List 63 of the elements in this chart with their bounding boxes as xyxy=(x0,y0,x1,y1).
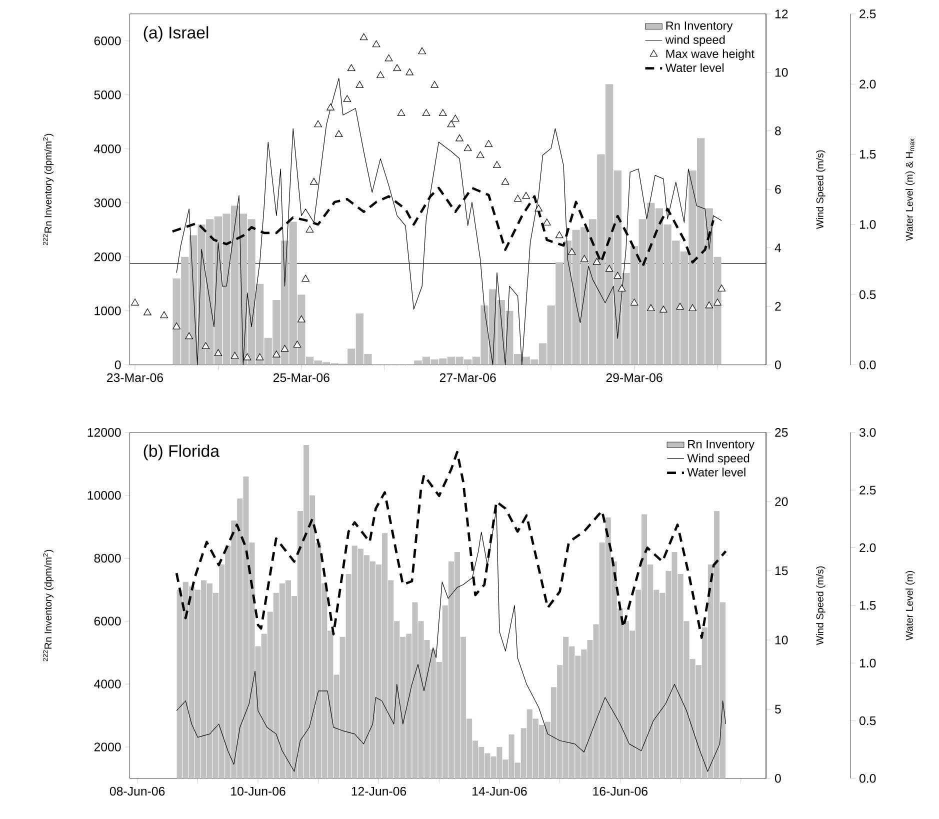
y-tick-label: 12000 xyxy=(88,428,121,437)
legend-label: Water level xyxy=(687,468,746,476)
y-tick-label: 0 xyxy=(114,360,121,370)
text: (b) Florida xyxy=(144,444,220,460)
y3-axis-title: Water Level (m) & H$_{max}$ xyxy=(906,138,915,241)
y2-axis-title: Wind Speed (m/s) xyxy=(816,150,826,229)
y-tick-label: 5000 xyxy=(94,90,121,100)
y-tick-label: 8000 xyxy=(94,554,121,563)
y3-tick-label: 1.0 xyxy=(860,220,876,229)
y3-tick-label: 2.5 xyxy=(860,486,876,494)
x-tick-label: 14-Jun-06 xyxy=(472,786,527,796)
y2-tick-label: 10 xyxy=(775,636,788,644)
y2-tick-label: 8 xyxy=(775,126,781,136)
legend-label: Wind speed xyxy=(687,454,750,465)
y2-tick-label: 4 xyxy=(774,244,782,252)
x-tick-label: 23-Mar-06 xyxy=(107,373,163,382)
y3-tick-label: 1.5 xyxy=(860,601,876,610)
y3-tick-label: 2.0 xyxy=(860,543,876,552)
y3-tick-label: 1.5 xyxy=(860,150,876,159)
x-tick-label: 10-Jun-06 xyxy=(231,786,286,796)
y2-axis-title: Wind Speed (m/s) xyxy=(816,566,826,645)
y2-tick-label: 0 xyxy=(774,360,781,370)
y-tick-label: 2000 xyxy=(94,742,121,752)
y3-tick-label: 0.5 xyxy=(859,290,876,299)
y-tick-label: 6000 xyxy=(94,36,121,46)
x-tick-label: 29-Mar-06 xyxy=(606,373,662,382)
y-tick-label: 6000 xyxy=(94,616,121,626)
x-tick-label: 12-Jun-06 xyxy=(352,786,406,796)
x-tick-label: 25-Mar-06 xyxy=(273,373,330,382)
y-axis-title: $^{222}$Rn Inventory (dpm/m$^{2}$) xyxy=(43,134,54,246)
y-tick-label: 4000 xyxy=(94,680,121,688)
y2-tick-label: 6 xyxy=(775,184,781,194)
text: (a) Israel xyxy=(144,26,208,42)
y3-tick-label: 0.5 xyxy=(859,716,876,726)
y3-tick-label: 2.5 xyxy=(860,9,876,18)
x-tick-label: 16-Jun-06 xyxy=(593,786,648,796)
y3-axis-title: Water Level (m) xyxy=(906,570,915,640)
legend-label: Rn Inventory xyxy=(666,21,733,32)
y2-tick-label: 5 xyxy=(774,704,781,714)
y-axis-title: $^{222}$Rn Inventory (dpm/m$^{2}$) xyxy=(43,550,54,662)
y-tick-label: 2000 xyxy=(94,252,121,262)
y2-tick-label: 12 xyxy=(775,10,788,18)
y-tick-label: 4000 xyxy=(94,144,121,154)
y2-tick-label: 20 xyxy=(775,497,788,506)
y2-tick-label: 0 xyxy=(774,774,781,783)
legend-label: Water level xyxy=(665,63,724,72)
y2-tick-label: 25 xyxy=(775,428,788,437)
x-tick-label: 27-Mar-06 xyxy=(440,373,496,382)
y3-tick-label: 0.0 xyxy=(859,360,876,370)
y3-tick-label: 3.0 xyxy=(859,428,876,437)
y3-tick-label: 2.0 xyxy=(860,80,876,88)
y2-tick-label: 2 xyxy=(775,302,781,311)
y2-tick-label: 10 xyxy=(775,68,788,77)
y3-tick-label: 1.0 xyxy=(860,658,876,668)
y3-tick-label: 0.0 xyxy=(859,774,876,783)
legend-label: Max wave height xyxy=(666,49,754,60)
y-tick-label: 10000 xyxy=(88,490,121,500)
legend-label: Rn Inventory xyxy=(688,440,754,451)
x-tick-label: 08-Jun-06 xyxy=(110,786,165,796)
y-tick-label: 3000 xyxy=(94,198,121,208)
legend-label: wind speed xyxy=(665,35,725,46)
y2-tick-label: 15 xyxy=(775,566,788,576)
y-tick-label: 1000 xyxy=(94,306,121,316)
